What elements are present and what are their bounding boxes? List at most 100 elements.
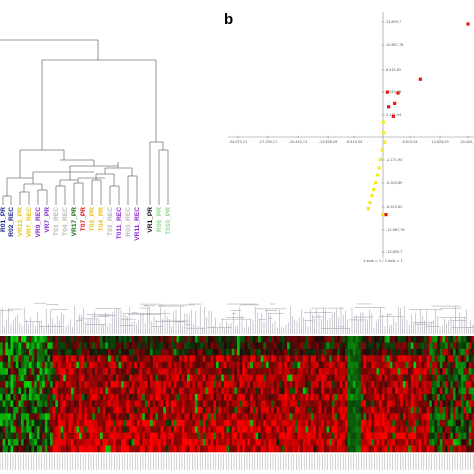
heatmap-cell — [452, 336, 456, 343]
heatmap-cell — [155, 374, 159, 382]
heatmap-cell — [416, 361, 419, 369]
heatmap-cell — [331, 374, 335, 382]
heatmap-cell — [21, 439, 24, 446]
heatmap-cell — [171, 432, 175, 440]
heatmap-cell — [131, 381, 135, 388]
heatmap-cell — [397, 445, 401, 453]
heatmap-cell — [392, 400, 396, 408]
heatmap-cell — [431, 374, 435, 382]
heatmap-cell — [434, 406, 438, 414]
heatmap-cell — [334, 381, 338, 388]
heatmap-cell — [410, 394, 414, 401]
heatmap-cell — [287, 387, 290, 395]
heatmap-cell — [136, 336, 140, 343]
heatmap-cell — [347, 336, 351, 343]
heatmap-cell — [218, 406, 222, 414]
heatmap-cell — [273, 432, 277, 440]
heatmap-cell — [218, 394, 222, 401]
heatmap-cell — [171, 413, 175, 421]
heatmap-cell — [265, 413, 269, 421]
heatmap-cell — [97, 445, 101, 453]
heatmap-cell — [268, 400, 272, 408]
heatmap-cell — [36, 394, 40, 401]
heatmap-cell — [226, 432, 230, 440]
heatmap-cell — [350, 400, 354, 408]
heatmap-cell — [234, 381, 238, 388]
heatmap-cell — [279, 406, 283, 414]
heatmap-cell — [471, 400, 474, 408]
heatmap-cell — [81, 355, 85, 363]
heatmap-cell — [55, 439, 59, 446]
heatmap-cell — [28, 419, 32, 427]
heatmap-cell — [28, 381, 32, 388]
heatmap-cell — [439, 368, 443, 375]
heatmap-cell — [297, 426, 301, 433]
heatmap-cell — [89, 387, 93, 395]
heatmap-cell — [471, 361, 474, 369]
heatmap-cell — [366, 419, 369, 427]
heatmap-cell — [50, 336, 53, 343]
heatmap-cell — [255, 445, 259, 453]
heatmap-cell — [355, 419, 359, 427]
heatmap-cell — [68, 445, 72, 453]
heatmap-cell — [194, 432, 198, 440]
heatmap-cell — [7, 361, 11, 369]
heatmap-cell — [165, 406, 169, 414]
heatmap-cell — [255, 355, 259, 363]
heatmap-cell — [34, 400, 38, 408]
heatmap-cell — [21, 445, 24, 453]
heatmap-cell — [271, 336, 275, 343]
heatmap-cell — [150, 413, 154, 421]
heatmap-cell — [136, 406, 140, 414]
heatmap-cell — [350, 342, 354, 350]
heatmap-cell — [0, 413, 3, 421]
heatmap-cell — [466, 439, 470, 446]
heatmap-cell — [273, 400, 277, 408]
heatmap-cell — [371, 439, 375, 446]
heatmap-cell — [329, 394, 333, 401]
heatmap-cell — [252, 355, 256, 363]
heatmap-cell — [410, 355, 414, 363]
heatmap-cell — [371, 355, 375, 363]
heatmap-cell — [105, 387, 109, 395]
heatmap-cell — [131, 432, 135, 440]
heatmap-cell — [0, 394, 3, 401]
heatmap-cell — [0, 406, 3, 414]
heatmap-cell — [376, 355, 380, 363]
heatmap-cell — [210, 445, 214, 453]
heatmap-cell — [150, 348, 154, 356]
heatmap-cell — [408, 381, 412, 388]
heatmap-cell — [107, 426, 111, 433]
heatmap-cell — [84, 413, 88, 421]
heatmap-cell — [442, 355, 446, 363]
heatmap-cell — [126, 400, 130, 408]
heatmap-cell — [410, 374, 414, 382]
heatmap-cell — [160, 336, 164, 343]
heatmap-cell — [118, 445, 122, 453]
heatmap-cell — [352, 355, 356, 363]
heatmap-cell — [439, 439, 443, 446]
heatmap-cell — [326, 426, 330, 433]
heatmap-cell — [107, 432, 111, 440]
heatmap-cell — [300, 406, 304, 414]
heatmap-cell — [189, 381, 193, 388]
heatmap-cell — [313, 394, 317, 401]
heatmap-cell — [84, 406, 88, 414]
heatmap-cell — [360, 355, 364, 363]
heatmap-cell — [100, 406, 103, 414]
heatmap-cell — [260, 426, 264, 433]
heatmap-cell — [2, 413, 6, 421]
heatmap-cell — [255, 381, 259, 388]
heatmap-cell — [194, 336, 198, 343]
heatmap-cell — [194, 387, 198, 395]
heatmap-cell — [92, 439, 96, 446]
heatmap-cell — [68, 413, 72, 421]
heatmap-cell — [102, 374, 106, 382]
heatmap-cell — [60, 374, 64, 382]
heatmap-cell — [434, 348, 438, 356]
heatmap-cell — [468, 432, 472, 440]
heatmap-cell — [36, 374, 40, 382]
heatmap-cell — [431, 387, 435, 395]
heatmap-cell — [223, 419, 227, 427]
heatmap-cell — [289, 419, 293, 427]
